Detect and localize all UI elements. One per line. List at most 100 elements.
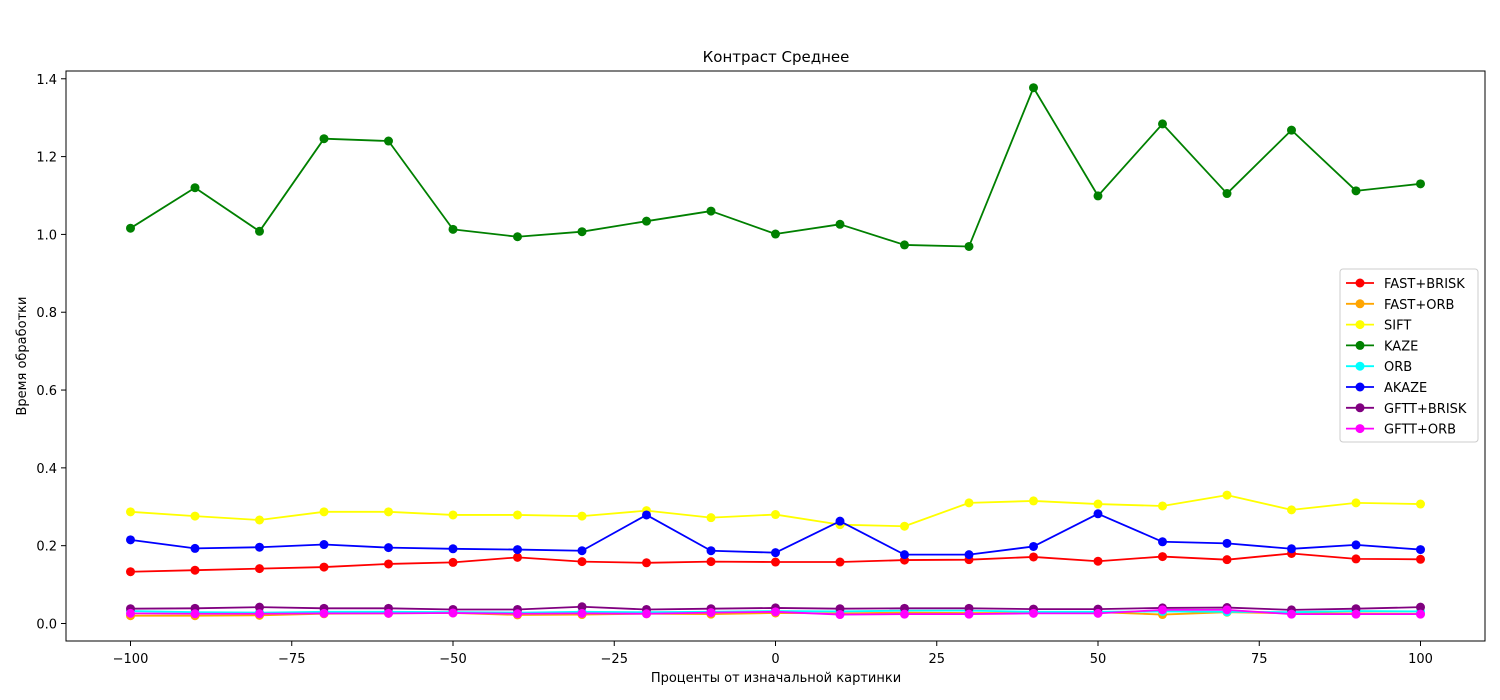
data-point-akaze — [319, 540, 329, 550]
legend-item-sift: SIFT — [1346, 319, 1411, 334]
legend-label: FAST+BRISK — [1384, 277, 1465, 292]
data-point-sift — [1093, 499, 1103, 509]
legend-item-kaze: KAZE — [1346, 339, 1418, 354]
x-axis-ticks: −100 −75 −50 −25 0 25 50 75 100 — [113, 641, 1433, 667]
data-point-akaze — [900, 550, 909, 560]
legend-label: GFTT+ORB — [1384, 423, 1456, 438]
legend-marker — [1355, 403, 1365, 413]
y-tick-label: 0.6 — [36, 384, 57, 399]
legend-marker — [1355, 320, 1365, 330]
data-point-sift — [964, 498, 974, 508]
data-point-akaze — [513, 545, 522, 555]
data-point-fast-brisk — [706, 557, 716, 567]
data-point-gftt-orb — [126, 608, 135, 618]
legend-label: ORB — [1384, 360, 1412, 375]
chart-title: Контраст Среднее — [703, 48, 850, 66]
data-point-akaze — [255, 542, 264, 552]
plot-frame — [65, 70, 1486, 642]
data-point-akaze — [384, 543, 393, 553]
legend-item-akaze: AKAZE — [1346, 381, 1427, 396]
data-point-kaze — [1287, 125, 1296, 135]
legend-marker — [1355, 278, 1365, 288]
x-tick-label: −75 — [278, 652, 305, 667]
data-point-fast-brisk — [642, 558, 651, 568]
y-tick-label: 1.0 — [36, 228, 57, 243]
data-point-kaze — [771, 229, 780, 239]
y-tick-label: 1.2 — [36, 151, 57, 166]
data-point-kaze — [513, 232, 522, 242]
x-tick-label: 25 — [928, 652, 945, 667]
data-point-sift — [126, 507, 135, 517]
y-tick-label: 0.2 — [36, 540, 57, 555]
data-point-kaze — [1416, 179, 1425, 189]
data-point-akaze — [642, 510, 651, 520]
data-point-kaze — [900, 240, 909, 250]
data-point-sift — [1287, 505, 1296, 515]
legend: FAST+BRISK FAST+ORB SIFT KAZE ORB AKAZE GFTT+B… — [1339, 268, 1479, 443]
y-axis-label: Время обработки — [15, 297, 30, 416]
legend-item-gftt-brisk: GFTT+BRISK — [1346, 402, 1467, 417]
data-point-gftt-brisk — [255, 602, 264, 612]
data-point-akaze — [1158, 537, 1167, 547]
data-point-gftt-orb — [190, 609, 200, 619]
y-tick-label: 0.8 — [36, 306, 57, 321]
data-point-sift — [255, 515, 264, 525]
data-point-sift — [1351, 498, 1361, 508]
series-layer — [126, 83, 1425, 621]
data-point-sift — [513, 510, 522, 520]
data-point-gftt-orb — [1093, 608, 1103, 618]
data-point-fast-brisk — [513, 552, 522, 562]
data-point-gftt-orb — [771, 607, 780, 617]
legend-marker — [1355, 340, 1365, 350]
legend-label: KAZE — [1384, 339, 1418, 354]
data-point-akaze — [448, 544, 458, 554]
x-axis-label: Проценты от изначальной картинки — [651, 671, 901, 686]
x-tick-label: −100 — [113, 652, 149, 667]
y-tick-label: 0.4 — [36, 462, 57, 477]
data-point-sift — [706, 513, 716, 523]
data-point-fast-brisk — [448, 557, 458, 567]
data-point-fast-brisk — [1416, 554, 1425, 564]
data-point-gftt-orb — [1287, 609, 1296, 619]
data-point-kaze — [577, 227, 587, 237]
data-point-sift — [577, 511, 587, 521]
x-tick-label: −25 — [601, 652, 628, 667]
data-point-akaze — [1287, 544, 1296, 554]
data-point-sift — [1222, 490, 1232, 500]
data-point-gftt-orb — [319, 608, 329, 618]
data-point-akaze — [1222, 538, 1232, 548]
data-point-sift — [900, 521, 909, 531]
series-gftt-orb — [126, 605, 1425, 620]
y-axis-ticks: 0.0 0.2 0.4 0.6 0.8 1.0 1.2 1.4 — [36, 73, 66, 632]
data-point-sift — [448, 510, 458, 520]
data-point-fast-brisk — [835, 557, 845, 567]
data-point-kaze — [190, 183, 200, 193]
data-point-kaze — [1029, 83, 1038, 93]
data-point-kaze — [448, 224, 458, 234]
data-point-fast-brisk — [577, 557, 587, 567]
data-point-akaze — [126, 535, 135, 545]
data-point-akaze — [964, 550, 974, 560]
legend-label: FAST+ORB — [1384, 298, 1454, 313]
legend-marker — [1355, 299, 1365, 309]
data-point-sift — [384, 507, 393, 517]
data-point-gftt-orb — [964, 609, 974, 619]
legend-item-fast-orb: FAST+ORB — [1346, 298, 1454, 313]
data-point-gftt-orb — [448, 608, 458, 618]
y-tick-label: 0.0 — [36, 617, 57, 632]
data-point-fast-brisk — [126, 567, 135, 577]
data-point-gftt-orb — [642, 609, 651, 619]
data-point-fast-brisk — [1093, 556, 1103, 566]
x-tick-label: 100 — [1408, 652, 1433, 667]
data-point-gftt-orb — [900, 609, 909, 619]
data-point-gftt-orb — [255, 609, 264, 619]
data-point-gftt-orb — [577, 608, 587, 618]
legend-label: SIFT — [1384, 319, 1411, 334]
data-point-gftt-orb — [706, 608, 716, 618]
data-point-fast-brisk — [1158, 552, 1167, 562]
data-point-kaze — [706, 206, 716, 216]
data-point-fast-brisk — [1029, 552, 1038, 562]
legend-item-gftt-orb: GFTT+ORB — [1346, 423, 1456, 438]
series-sift — [126, 490, 1425, 531]
